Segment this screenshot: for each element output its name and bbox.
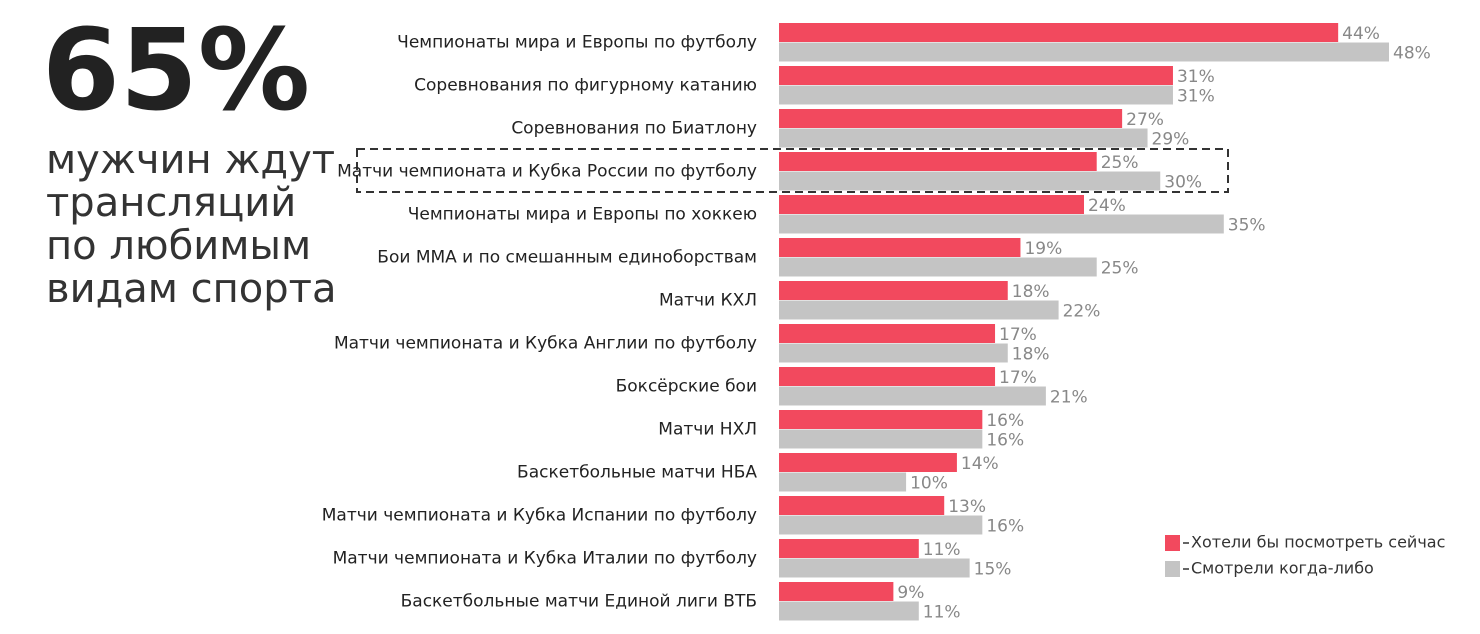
bar bbox=[779, 66, 1173, 85]
category-label: Соревнования по Биатлону bbox=[511, 119, 757, 139]
callout-line: мужчин ждут bbox=[46, 137, 335, 183]
value-label: 21% bbox=[1050, 387, 1088, 407]
value-label: 22% bbox=[1063, 301, 1101, 321]
value-label: 10% bbox=[910, 473, 948, 493]
category-label: Чемпионаты мира и Европы по футболу bbox=[397, 33, 757, 53]
bar bbox=[779, 558, 970, 578]
category-label: Соревнования по фигурному катанию bbox=[414, 76, 757, 96]
bar bbox=[779, 214, 1224, 234]
value-label: 13% bbox=[948, 497, 986, 517]
category-label: Баскетбольные матчи Единой лиги ВТБ bbox=[401, 592, 757, 612]
bar bbox=[779, 85, 1173, 105]
bar bbox=[779, 300, 1059, 320]
callout-line: по любимым bbox=[46, 223, 311, 269]
bar bbox=[779, 257, 1097, 277]
value-label: 17% bbox=[999, 368, 1037, 388]
value-label: 11% bbox=[923, 602, 961, 622]
bar bbox=[779, 515, 983, 535]
value-label: 16% bbox=[986, 516, 1024, 536]
category-label: Боксёрские бои bbox=[616, 377, 757, 397]
bar bbox=[779, 429, 983, 449]
value-label: 24% bbox=[1088, 196, 1126, 216]
bar bbox=[779, 281, 1008, 300]
value-label: 19% bbox=[1024, 239, 1062, 259]
value-label: 25% bbox=[1101, 153, 1139, 173]
bar bbox=[779, 42, 1389, 62]
category-label: Матчи КХЛ bbox=[659, 291, 757, 311]
bar bbox=[779, 539, 919, 558]
value-label: 16% bbox=[986, 430, 1024, 450]
bar bbox=[779, 386, 1046, 406]
big-stat: 65% bbox=[42, 6, 310, 136]
callout-line: трансляций bbox=[46, 180, 296, 226]
bar bbox=[779, 195, 1084, 214]
legend-label: Смотрели когда-либо bbox=[1191, 559, 1374, 578]
value-label: 18% bbox=[1012, 344, 1050, 364]
category-label: Чемпионаты мира и Европы по хоккею bbox=[408, 205, 757, 225]
bar bbox=[779, 23, 1339, 42]
bar bbox=[779, 171, 1161, 191]
value-label: 11% bbox=[923, 540, 961, 560]
bar bbox=[779, 453, 957, 472]
bar bbox=[779, 238, 1021, 257]
legend-label: Хотели бы посмотреть сейчас bbox=[1191, 533, 1445, 552]
value-label: 14% bbox=[961, 454, 999, 474]
category-label: Баскетбольные матчи НБА bbox=[517, 463, 757, 483]
value-label: 31% bbox=[1177, 86, 1215, 106]
bar bbox=[779, 343, 1008, 363]
bar bbox=[779, 410, 983, 429]
category-label: Матчи чемпионата и Кубка Италии по футбо… bbox=[333, 549, 757, 569]
bar bbox=[779, 109, 1123, 128]
bar bbox=[779, 128, 1148, 148]
value-label: 16% bbox=[986, 411, 1024, 431]
value-label: 15% bbox=[974, 559, 1012, 579]
legend-swatch bbox=[1165, 535, 1180, 551]
bar bbox=[779, 496, 945, 515]
category-label: Матчи чемпионата и Кубка России по футбо… bbox=[337, 162, 757, 182]
bar bbox=[779, 324, 996, 343]
legend-swatch bbox=[1165, 561, 1180, 577]
value-label: 30% bbox=[1164, 172, 1202, 192]
bar bbox=[779, 367, 996, 386]
category-label: Матчи чемпионата и Кубка Англии по футбо… bbox=[334, 334, 757, 354]
highlight-box bbox=[356, 148, 1229, 193]
value-label: 27% bbox=[1126, 110, 1164, 130]
bar bbox=[779, 601, 919, 621]
bar bbox=[779, 582, 894, 601]
value-label: 35% bbox=[1228, 215, 1266, 235]
category-label: Матчи НХЛ bbox=[658, 420, 757, 440]
value-label: 17% bbox=[999, 325, 1037, 345]
value-label: 48% bbox=[1393, 43, 1431, 63]
value-label: 29% bbox=[1152, 129, 1190, 149]
category-label: Бои ММА и по смешанным единоборствам bbox=[377, 248, 757, 268]
bar bbox=[779, 472, 907, 492]
value-label: 9% bbox=[897, 583, 924, 603]
bar bbox=[779, 152, 1097, 171]
value-label: 44% bbox=[1342, 24, 1380, 44]
category-label: Матчи чемпионата и Кубка Испании по футб… bbox=[322, 506, 757, 526]
callout-line: видам спорта bbox=[46, 266, 336, 312]
value-label: 31% bbox=[1177, 67, 1215, 87]
value-label: 25% bbox=[1101, 258, 1139, 278]
value-label: 18% bbox=[1012, 282, 1050, 302]
